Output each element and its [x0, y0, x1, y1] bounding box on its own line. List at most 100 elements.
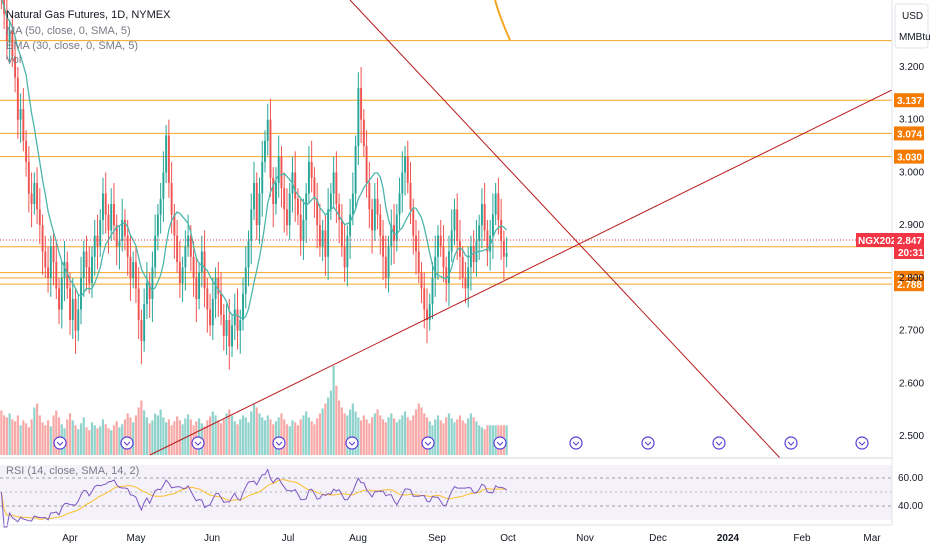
- earnings-event-icon[interactable]: [855, 436, 869, 450]
- volume-bar: [148, 423, 151, 455]
- candle-body: [30, 193, 33, 205]
- volume-bar: [93, 425, 96, 455]
- volume-bar: [305, 411, 308, 455]
- candle-body: [123, 219, 126, 236]
- candle-body: [409, 182, 412, 210]
- candle-body: [428, 304, 431, 321]
- volume-bar: [340, 407, 343, 455]
- curve-drawing[interactable]: [494, 0, 511, 41]
- time-tick-label: Nov: [576, 533, 594, 544]
- candle-body: [401, 172, 404, 194]
- earnings-event-icon[interactable]: [53, 436, 67, 450]
- candle-body: [47, 267, 50, 278]
- earnings-event-icon[interactable]: [569, 436, 583, 450]
- earnings-event-icon[interactable]: [784, 436, 798, 450]
- candle-body: [285, 209, 288, 226]
- price-tick-label: 2.600: [899, 378, 924, 389]
- candle-body: [491, 214, 494, 236]
- volume-bar: [167, 419, 170, 455]
- candle-body: [445, 267, 448, 284]
- candle-body: [220, 293, 223, 315]
- ascending-trendline[interactable]: [149, 89, 893, 456]
- volume-bar: [475, 421, 478, 455]
- candle-body: [376, 198, 379, 215]
- volume-bar: [445, 417, 448, 455]
- candle-body: [343, 246, 346, 268]
- candle-body: [275, 182, 277, 205]
- candle-body: [296, 198, 299, 215]
- candle-body: [143, 304, 146, 342]
- level-tag-box: [894, 149, 924, 164]
- volume-bar: [255, 407, 258, 455]
- time-tick-label: Aug: [349, 533, 367, 544]
- volume-bar: [294, 422, 297, 455]
- descending-trendline[interactable]: [349, 0, 781, 459]
- level-tag: 3.137: [897, 96, 922, 107]
- trendline-layer: [149, 0, 893, 459]
- volume-bar: [379, 415, 382, 455]
- volume-bar: [420, 407, 423, 455]
- candle-body: [453, 209, 456, 231]
- time-axis[interactable]: Apr May Jun Jul Aug Sep Oct Nov Dec 2024 Feb Mar: [0, 524, 892, 544]
- indicator-ma-legend: MA (50, close, 0, SMA, 5): [6, 25, 131, 37]
- last-price-box: [894, 233, 924, 259]
- volume-bar: [46, 420, 50, 455]
- currency-box[interactable]: [894, 3, 929, 49]
- earnings-event-icon[interactable]: [345, 436, 359, 450]
- volume-bar: [491, 425, 494, 455]
- countdown: 20:31: [898, 248, 924, 259]
- candle-body: [173, 214, 176, 236]
- price-tick-label: 2.800: [899, 273, 924, 284]
- candle-body: [66, 262, 69, 289]
- volume-bar: [222, 419, 225, 455]
- volume-bar: [359, 420, 363, 455]
- candle-body: [33, 182, 36, 205]
- volume-bar: [41, 422, 44, 455]
- earnings-event-icon[interactable]: [641, 436, 655, 450]
- indicator-ema-legend: EMA (30, close, 0, SMA, 5): [6, 40, 138, 52]
- volume-bar: [283, 419, 286, 455]
- volume-bar: [66, 419, 69, 455]
- candle-body: [354, 146, 357, 194]
- candle-body: [340, 219, 343, 247]
- volume-bar: [250, 411, 253, 455]
- candle-body: [104, 193, 107, 215]
- earnings-event-icon[interactable]: [712, 436, 726, 450]
- volume-bar: [214, 415, 217, 455]
- candle-body: [203, 251, 206, 289]
- candle-layer: [0, 0, 508, 370]
- volume-bar: [434, 419, 437, 455]
- earnings-event-icon[interactable]: [120, 436, 134, 450]
- earnings-event-icon[interactable]: [421, 436, 435, 450]
- last-price-tag[interactable]: NGX2023 2.847 20:31: [0, 233, 924, 259]
- candle-body: [426, 309, 428, 321]
- candle-body: [99, 219, 102, 247]
- candle-body: [63, 262, 66, 278]
- candle-body: [137, 288, 140, 321]
- volume-bar: [165, 422, 168, 455]
- candle-body: [74, 298, 77, 331]
- candle-body: [5, 14, 8, 41]
- volume-bar: [453, 422, 456, 455]
- volume-bar: [266, 415, 269, 455]
- candle-body: [434, 256, 437, 278]
- candle-body: [151, 267, 154, 299]
- price-axis[interactable]: USD MMBtu 3.200 3.100 3.000 2.900 2.800 2.700…: [891, 0, 931, 525]
- volume-bar: [189, 419, 192, 455]
- volume-bar: [101, 419, 105, 455]
- volume-bar: [3, 415, 6, 455]
- volume-bar: [357, 417, 360, 455]
- level-tag-box: [894, 93, 924, 108]
- candle-body: [187, 235, 190, 247]
- earnings-event-icon[interactable]: [493, 436, 507, 450]
- earnings-event-icon[interactable]: [191, 436, 205, 450]
- candle-body: [192, 256, 195, 278]
- event-arrow-icon: [858, 441, 866, 446]
- volume-bar: [467, 418, 470, 455]
- candle-body: [211, 298, 214, 326]
- candle-body: [80, 277, 82, 310]
- volume-bar: [472, 417, 475, 455]
- earnings-event-icon[interactable]: [272, 436, 286, 450]
- candle-body: [132, 262, 135, 278]
